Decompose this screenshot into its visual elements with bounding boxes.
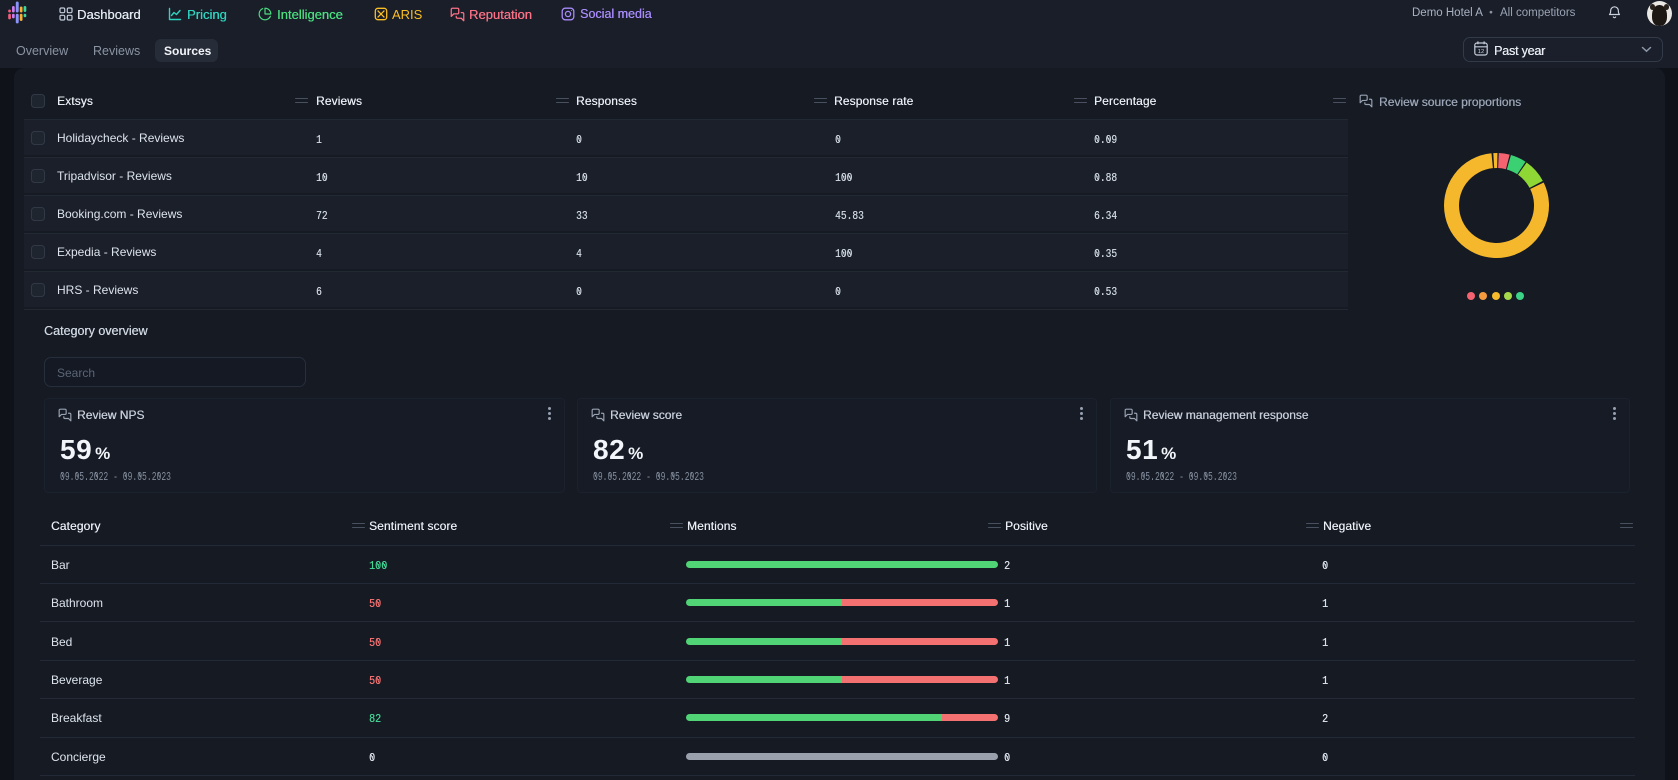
svg-text:12: 12: [1478, 49, 1484, 55]
